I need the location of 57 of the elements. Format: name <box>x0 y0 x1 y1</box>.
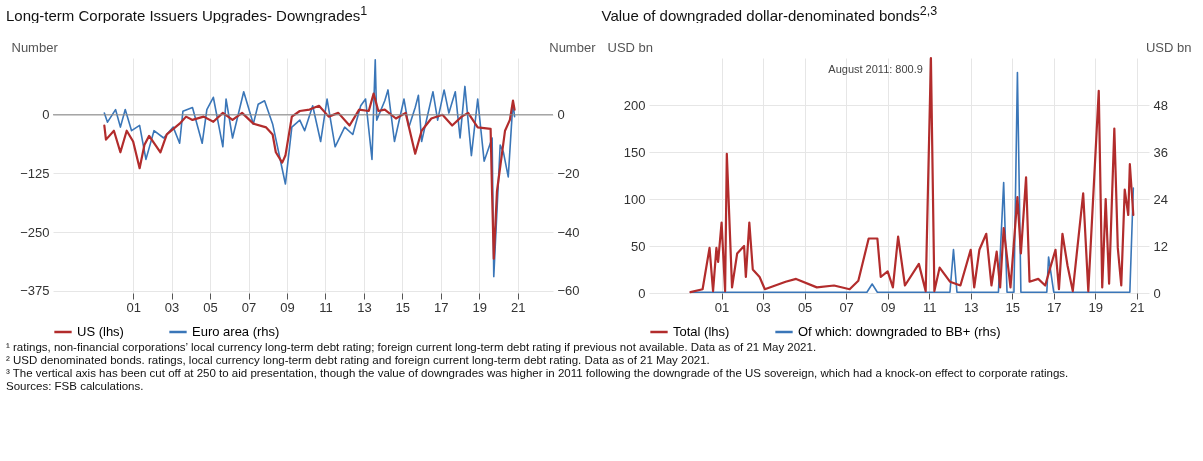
y-tick-label: 50 <box>630 238 645 254</box>
y2-tick-label: 48 <box>1153 97 1168 113</box>
x-tick-label: 19 <box>1088 299 1103 315</box>
source-note: Sources: FSB calculations. <box>6 380 145 393</box>
y-tick-label: 200 <box>623 97 645 113</box>
y2-axis-title: USD bn <box>1145 39 1191 55</box>
y2-tick-label: 12 <box>1153 238 1168 254</box>
y2-tick-label: −40 <box>557 224 580 240</box>
x-tick-label: 05 <box>797 299 812 315</box>
y-tick-label: −125 <box>20 165 50 181</box>
y-tick-label: 0 <box>637 285 645 301</box>
legend-label: US (lhs) <box>77 324 124 339</box>
x-tick-label: 21 <box>511 299 526 315</box>
x-tick-label: 13 <box>963 299 978 315</box>
x-tick-label: 19 <box>472 299 488 315</box>
line-series <box>103 92 516 260</box>
y2-tick-label: −60 <box>557 283 580 299</box>
y-tick-label: −250 <box>20 224 50 240</box>
y-tick-label: 100 <box>623 191 645 207</box>
x-tick-label: 05 <box>203 299 218 315</box>
legend-label: Total (lhs) <box>672 324 729 339</box>
x-tick-label: 09 <box>880 299 895 315</box>
y2-tick-label: 0 <box>1153 285 1161 301</box>
x-tick-label: 03 <box>755 299 771 315</box>
x-tick-label: 17 <box>1046 299 1061 315</box>
chart-title: Value of downgraded dollar-denominated bonds$^{2,3}$ <box>601 4 939 24</box>
chart-title: Long-term Corporate Issuers Upgrades- Downgrades$^{1}$ <box>6 4 369 24</box>
y2-tick-label: 24 <box>1153 191 1168 207</box>
y-tick-label: 0 <box>42 107 50 123</box>
x-tick-label: 01 <box>126 299 141 315</box>
x-tick-label: 09 <box>280 299 295 315</box>
legend-label: Euro area (rhs) <box>192 324 280 339</box>
x-tick-label: 07 <box>241 299 257 315</box>
annotation: August 2011: 800.9 <box>827 63 923 75</box>
y-tick-label: −375 <box>20 283 50 299</box>
x-tick-label: 17 <box>434 299 449 315</box>
y2-axis-title: Number <box>549 39 597 55</box>
legend-label: Of which: downgraded to BB+ (rhs) <box>797 324 1001 339</box>
x-tick-label: 11 <box>922 299 936 315</box>
y-axis-title: Number <box>11 39 59 55</box>
x-tick-label: 11 <box>319 299 333 315</box>
x-tick-label: 01 <box>714 299 729 315</box>
y-axis-title: USD bn <box>607 39 653 55</box>
x-tick-label: 03 <box>164 299 180 315</box>
x-tick-label: 15 <box>1004 299 1020 315</box>
x-tick-label: 13 <box>357 299 372 315</box>
text: ³ The vertical axis has been cut off at 250 to aid presentation, though the value of downgrades was higher in 2011 following the downgrade of the US sovereign, which had a knock-on effect to corporate ratings. <box>6 367 1070 380</box>
text: ¹ ratings, non-financial corporations’ local currency long-term debt rating; foreign current long-term debt rating if previous not available. Data as of 21 May 2021. <box>6 341 818 354</box>
y2-tick-label: −20 <box>557 165 580 181</box>
y-tick-label: 150 <box>623 144 645 160</box>
x-tick-label: 21 <box>1129 299 1145 315</box>
y2-tick-label: 36 <box>1153 144 1168 160</box>
y2-tick-label: 0 <box>557 107 565 123</box>
x-tick-label: 07 <box>838 299 854 315</box>
text: ² USD denominated bonds. ratings, local currency long-term debt rating and foreign current long-term debt rating. Data as of 21 May 2021. <box>6 354 711 367</box>
line-series <box>103 58 516 278</box>
x-tick-label: 15 <box>395 299 411 315</box>
